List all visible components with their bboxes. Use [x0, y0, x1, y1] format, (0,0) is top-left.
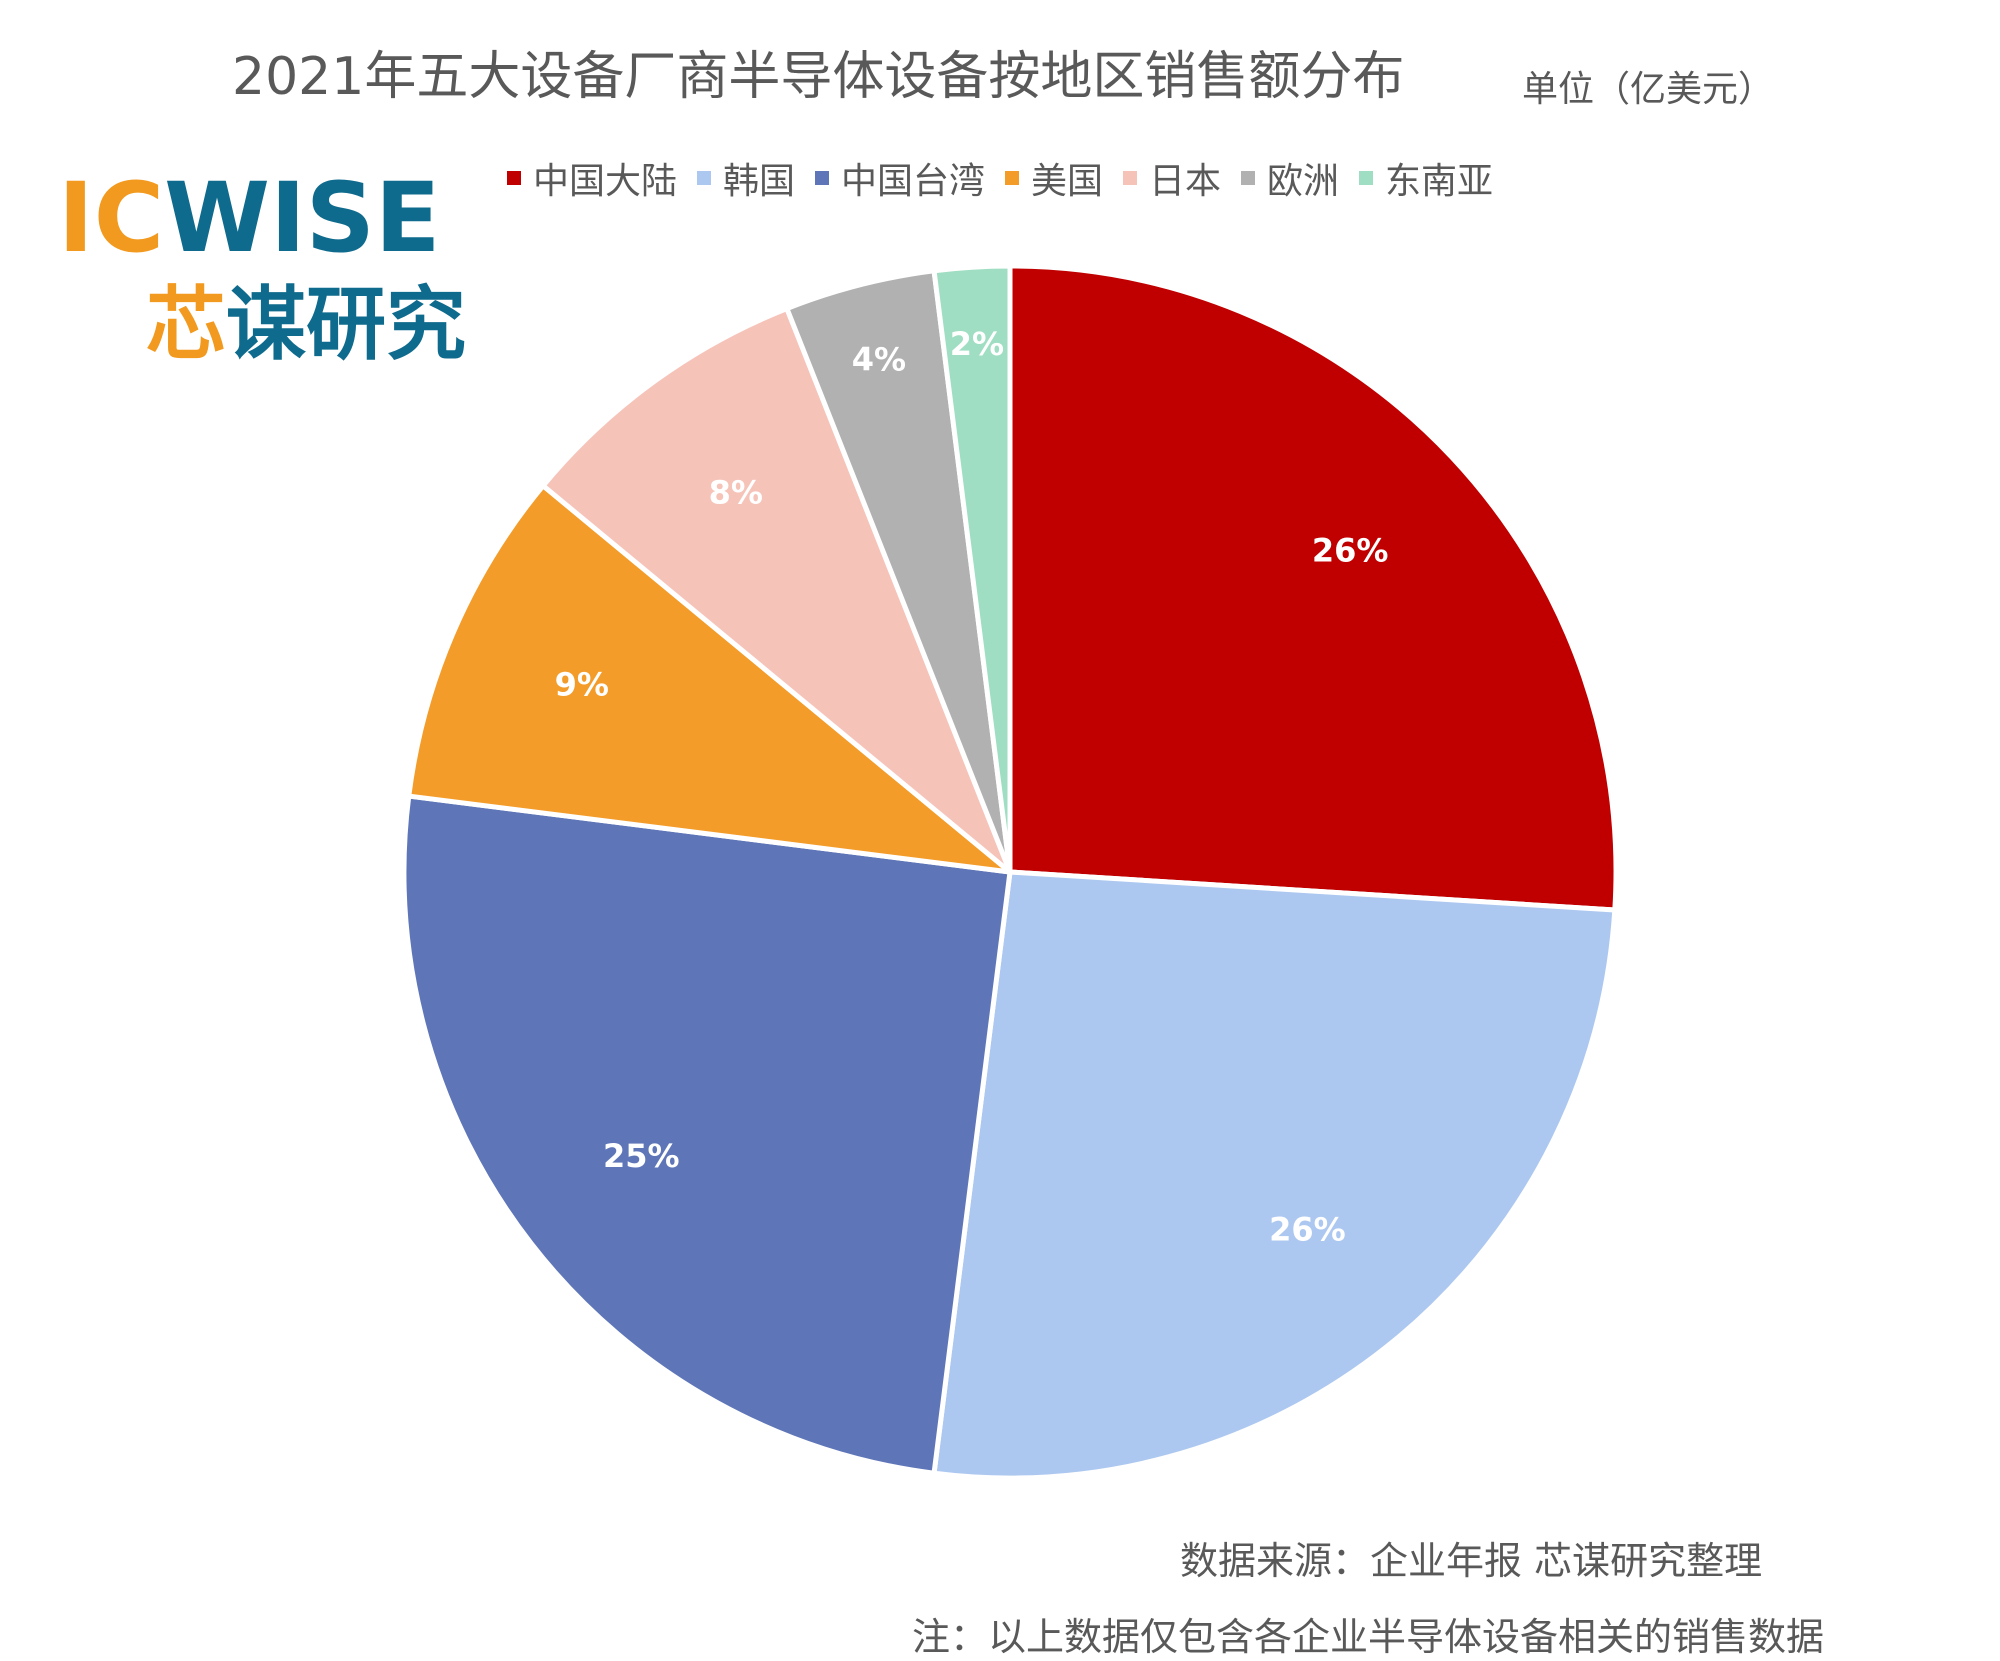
data-source: 数据来源：企业年报 芯谋研究整理 [1180, 1539, 1763, 1583]
chart-title: 2021年五大设备厂商半导体设备按地区销售额分布 [232, 47, 1405, 107]
legend-label: 中国大陆 [532, 161, 677, 202]
slice-label: 2% [950, 325, 1004, 363]
pie-slice [540, 306, 1013, 875]
chart-legend: 中国大陆 韩国 中国台湾 美国 日本 欧洲 东南亚 [0, 152, 2000, 204]
unit-label: 单位（亿美元） [1522, 69, 1775, 110]
pie-slice [931, 263, 1013, 875]
pie-slice [1007, 263, 1619, 913]
slice-label: 8% [709, 473, 763, 511]
legend-swatch [1004, 171, 1019, 185]
legend-item: 日本 [1123, 152, 1221, 204]
legend-item: 中国大陆 [506, 152, 677, 204]
slice-label: 25% [603, 1137, 680, 1175]
legend-item: 东南亚 [1359, 152, 1493, 204]
legend-swatch [696, 171, 711, 185]
slice-label: 9% [555, 666, 609, 704]
legend-label: 韩国 [722, 161, 795, 202]
legend-swatch [1359, 171, 1374, 185]
legend-item: 中国台湾 [814, 152, 985, 204]
pie-slice [406, 483, 1013, 875]
logo-text-cn: 芯谋研究 [146, 278, 466, 371]
footnote: 注：以上数据仅包含各企业半导体设备相关的销售数据 [912, 1615, 1825, 1659]
pie-slice [931, 869, 1618, 1481]
slice-label: 4% [852, 340, 906, 378]
legend-label: 东南亚 [1385, 161, 1494, 202]
legend-swatch [814, 171, 829, 185]
legend-item: 欧洲 [1241, 152, 1339, 204]
legend-label: 日本 [1149, 161, 1222, 202]
icwise-logo: ICWISE 芯谋研究 [58, 162, 478, 371]
legend-swatch [506, 171, 521, 185]
pie-slice [401, 793, 1013, 1476]
legend-swatch [1241, 171, 1256, 185]
legend-swatch [1123, 171, 1137, 185]
legend-label: 美国 [1030, 161, 1103, 202]
legend-item: 韩国 [696, 152, 795, 204]
logo-text-en: ICWISE [58, 162, 441, 274]
slice-label: 26% [1269, 1211, 1346, 1249]
legend-item: 美国 [1004, 152, 1103, 204]
slice-label: 26% [1312, 532, 1389, 570]
legend-label: 中国台湾 [840, 161, 985, 202]
legend-label: 欧洲 [1267, 161, 1340, 202]
